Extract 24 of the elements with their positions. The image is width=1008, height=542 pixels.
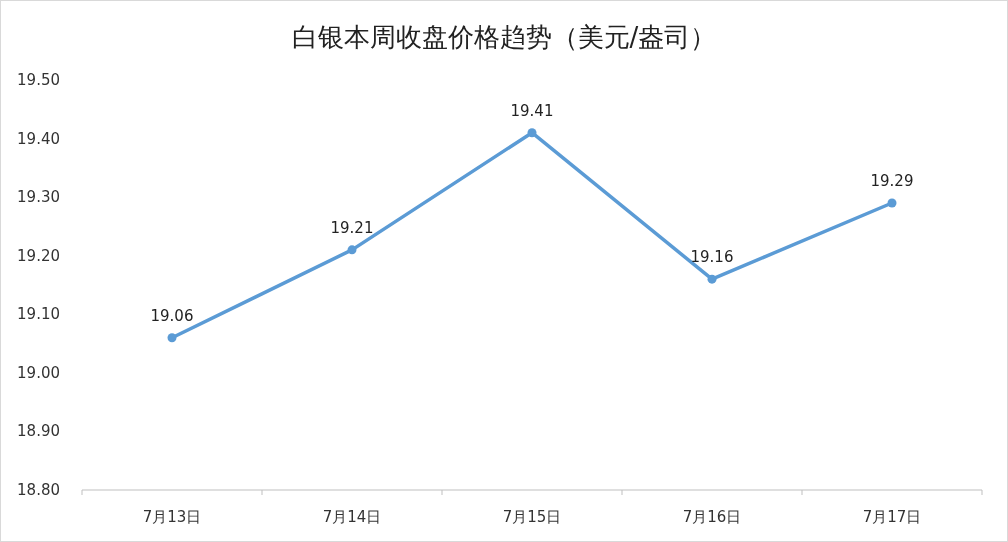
chart-title: 白银本周收盘价格趋势（美元/盎司） [291,22,717,52]
y-tick-label: 19.20 [17,246,60,265]
point [347,245,357,255]
data-label: 19.16 [690,248,734,267]
x-tick-label: 7月17日 [862,508,922,526]
point [887,198,897,208]
data-label: 19.29 [870,172,914,190]
point [527,128,537,138]
y-tick-label: 19.10 [17,305,60,324]
y-tick-label: 18.80 [17,481,60,499]
point [167,333,177,343]
point [707,274,717,284]
y-tick-label: 19.50 [17,71,60,89]
data-label: 19.41 [510,101,554,120]
x-tick-label: 7月13日 [142,508,202,526]
y-tick-label: 19.00 [17,363,60,382]
x-tick-label: 7月15日 [502,508,562,526]
x-tick-label: 7月16日 [682,508,742,526]
data-label: 19.21 [330,218,374,237]
x-tick-label: 7月14日 [322,508,382,526]
data-label: 19.06 [150,306,194,325]
y-tick-label: 19.30 [17,188,60,207]
y-tick-label: 18.90 [17,422,60,441]
y-tick-label: 19.40 [17,129,60,148]
